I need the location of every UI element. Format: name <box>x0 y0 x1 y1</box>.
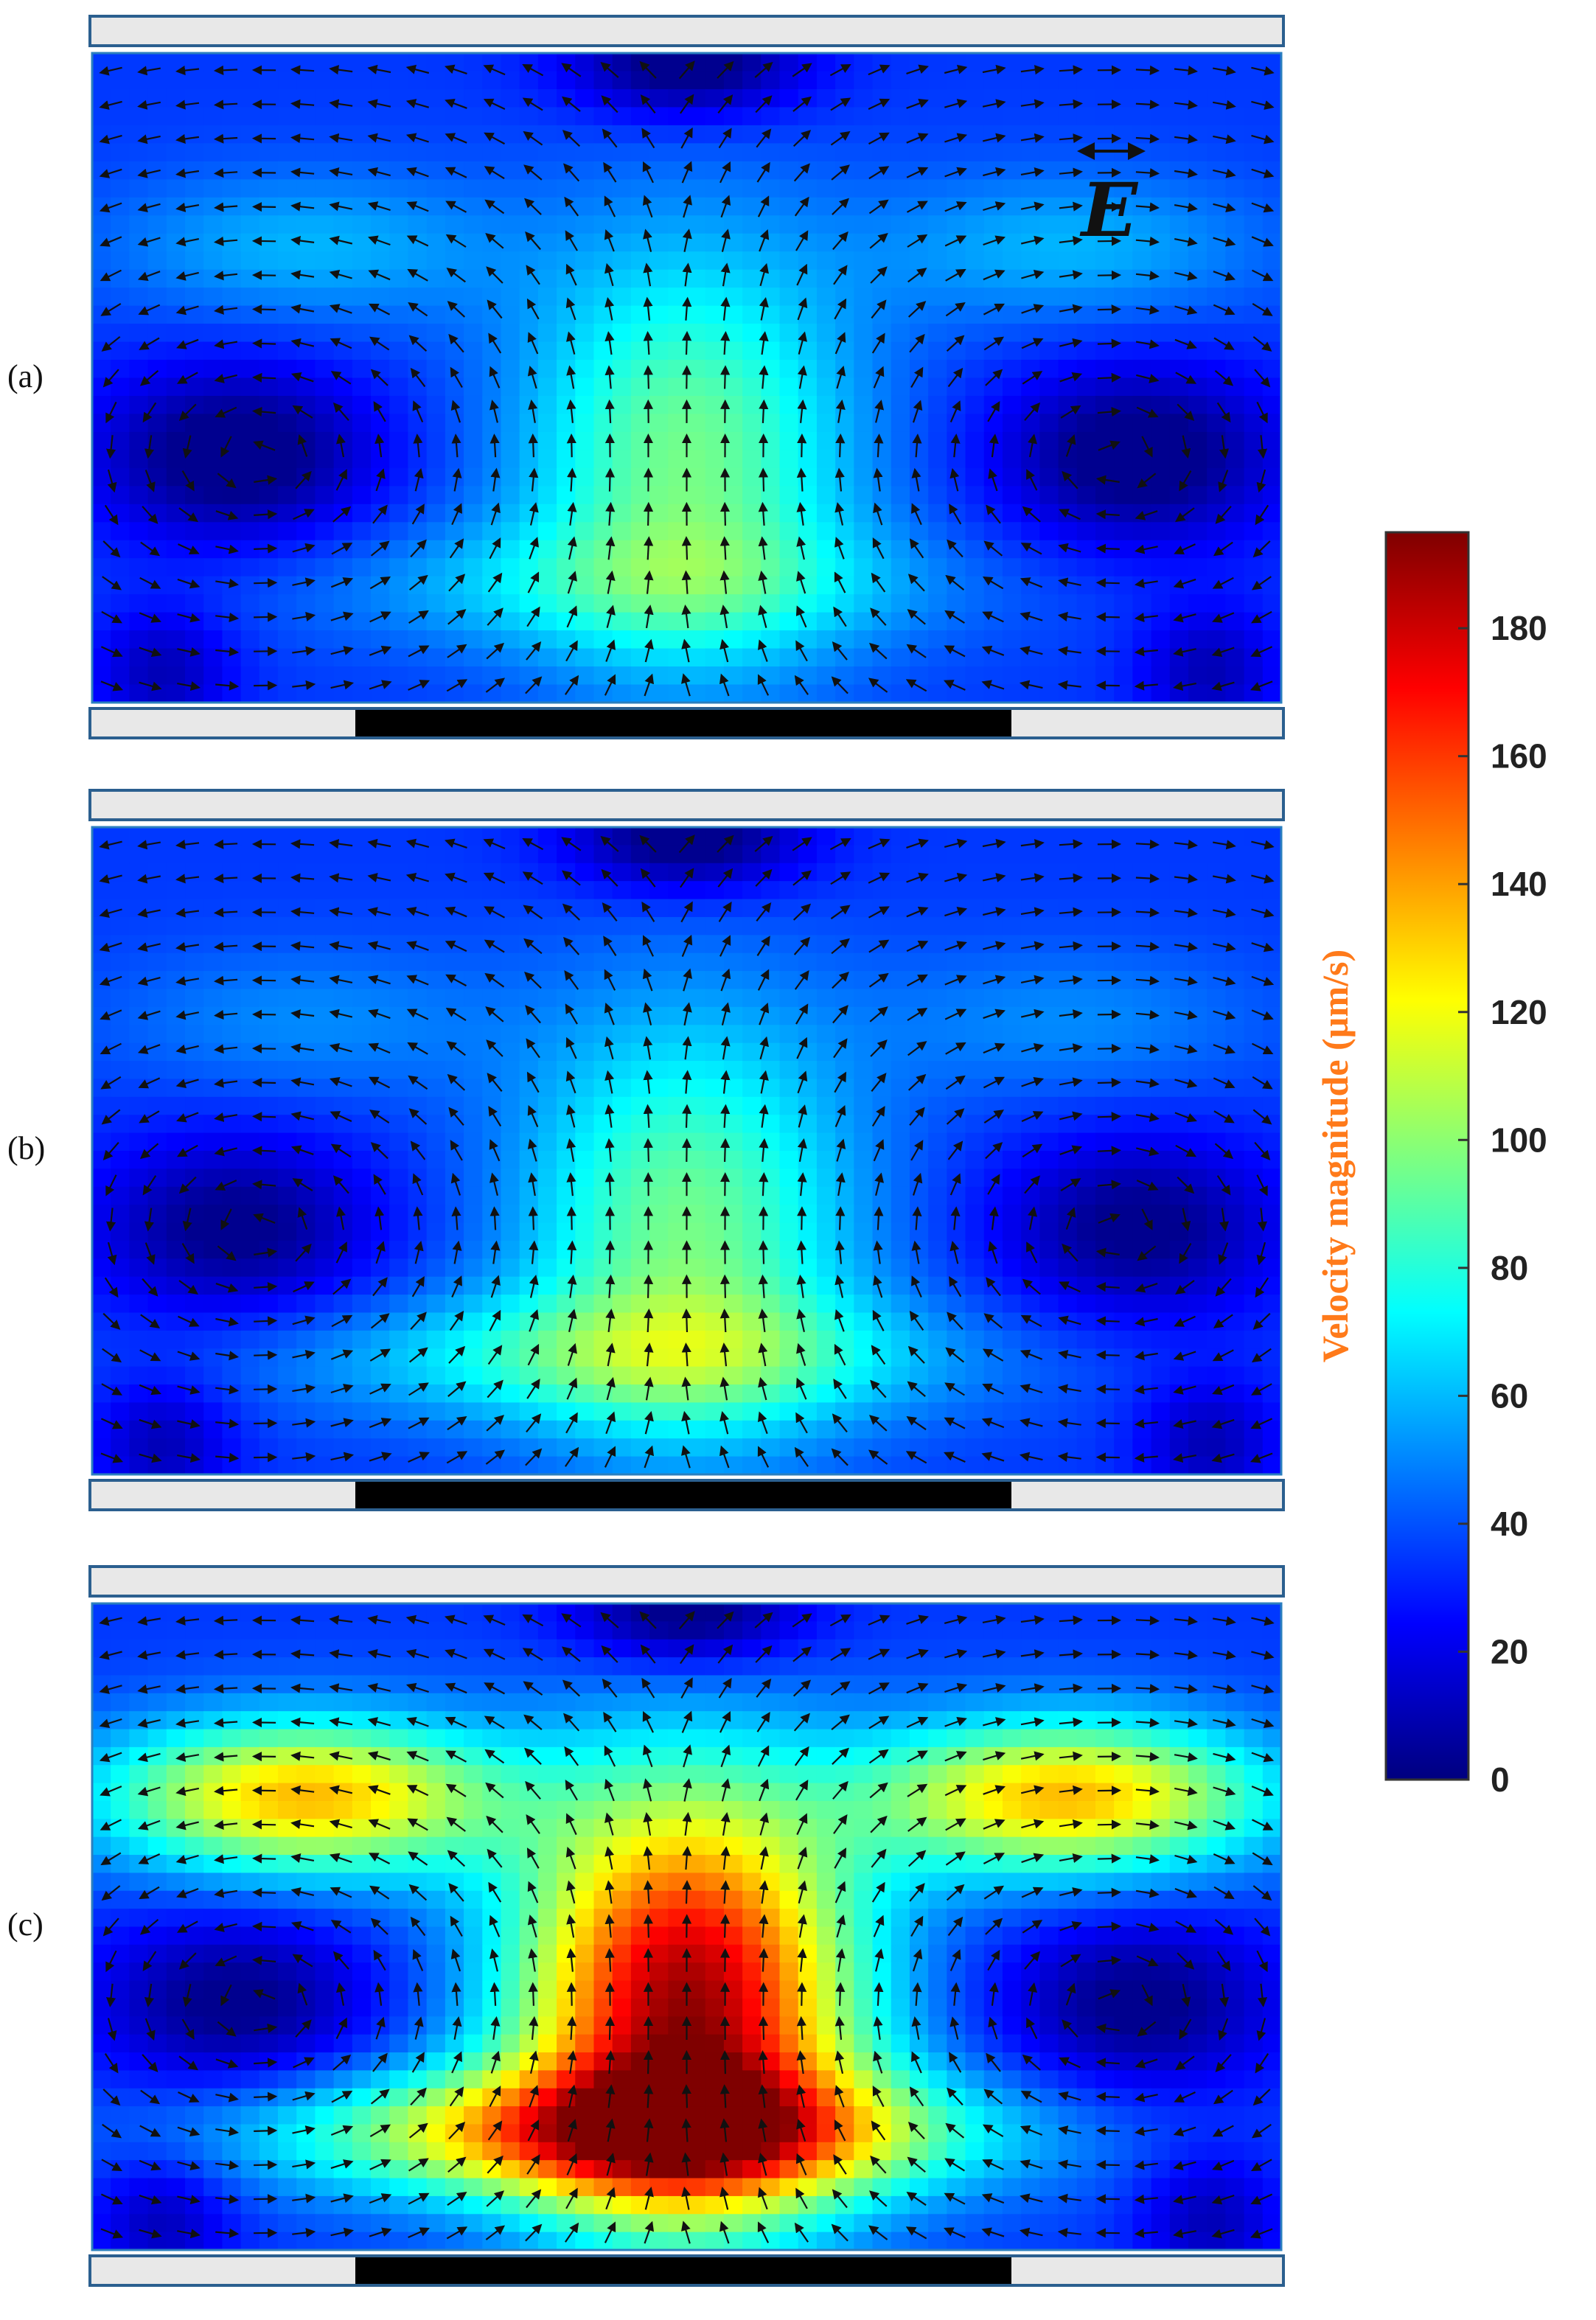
top-plate <box>88 789 1285 821</box>
panel-a: E <box>88 15 1285 739</box>
flow-arrows <box>99 835 1275 1469</box>
colorbar-title: Velocity magnitude (µm/s) <box>1314 950 1356 1362</box>
panel-label-c: (c) <box>7 1906 43 1943</box>
flow-arrows <box>99 60 1275 697</box>
panel-b <box>88 789 1285 1511</box>
velocity-heatmap <box>92 827 1282 1475</box>
electrode <box>355 710 1011 736</box>
electric-field-annotation: E <box>1077 142 1146 254</box>
electrode <box>355 1482 1011 1508</box>
panel-c <box>88 1565 1285 2287</box>
top-plate <box>88 15 1285 47</box>
colorbar-tick-label: 140 <box>1491 865 1547 903</box>
flow-arrows <box>99 1611 1275 2244</box>
colorbar-gradient <box>1384 531 1470 1781</box>
colorbar-tick-label: 100 <box>1491 1121 1547 1159</box>
colorbar-tick-label: 0 <box>1491 1760 1510 1799</box>
colorbar-tick-label: 80 <box>1491 1249 1528 1287</box>
colorbar-tick-label: 40 <box>1491 1505 1528 1543</box>
panel-label-b: (b) <box>7 1130 46 1166</box>
colorbar-tick-label: 180 <box>1491 609 1547 647</box>
field-symbol: E <box>1079 167 1139 254</box>
colorbar-tick-label: 160 <box>1491 737 1547 776</box>
panel-label-a: (a) <box>7 358 43 394</box>
colorbar: 0 20 40 60 80 100 120 140 160 180 Velocity magnitu… <box>1314 531 1547 1799</box>
top-plate <box>88 1565 1285 1598</box>
electrode <box>355 2257 1011 2284</box>
colorbar-tick-label: 20 <box>1491 1632 1528 1671</box>
colorbar-tick-label: 60 <box>1491 1376 1528 1415</box>
colorbar-tick-label: 120 <box>1491 993 1547 1031</box>
